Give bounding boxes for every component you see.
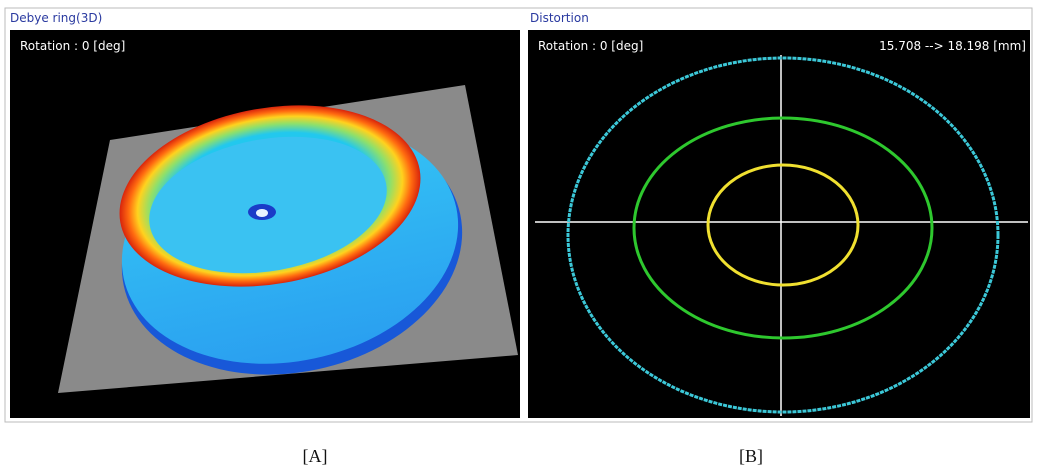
panel-title: Distortion bbox=[530, 11, 589, 25]
caption: [A] bbox=[303, 446, 328, 466]
viewport bbox=[528, 30, 1030, 418]
rotation-label: Rotation : 0 [deg] bbox=[20, 39, 125, 53]
screenshot: Debye ring(3D) Rotation : 0 [deg] Distor… bbox=[0, 0, 1038, 468]
panel-title: Debye ring(3D) bbox=[10, 11, 102, 25]
caption: [B] bbox=[739, 446, 763, 466]
rotation-label: Rotation : 0 [deg] bbox=[538, 39, 643, 53]
range-label: 15.708 --> 18.198 [mm] bbox=[879, 39, 1026, 53]
